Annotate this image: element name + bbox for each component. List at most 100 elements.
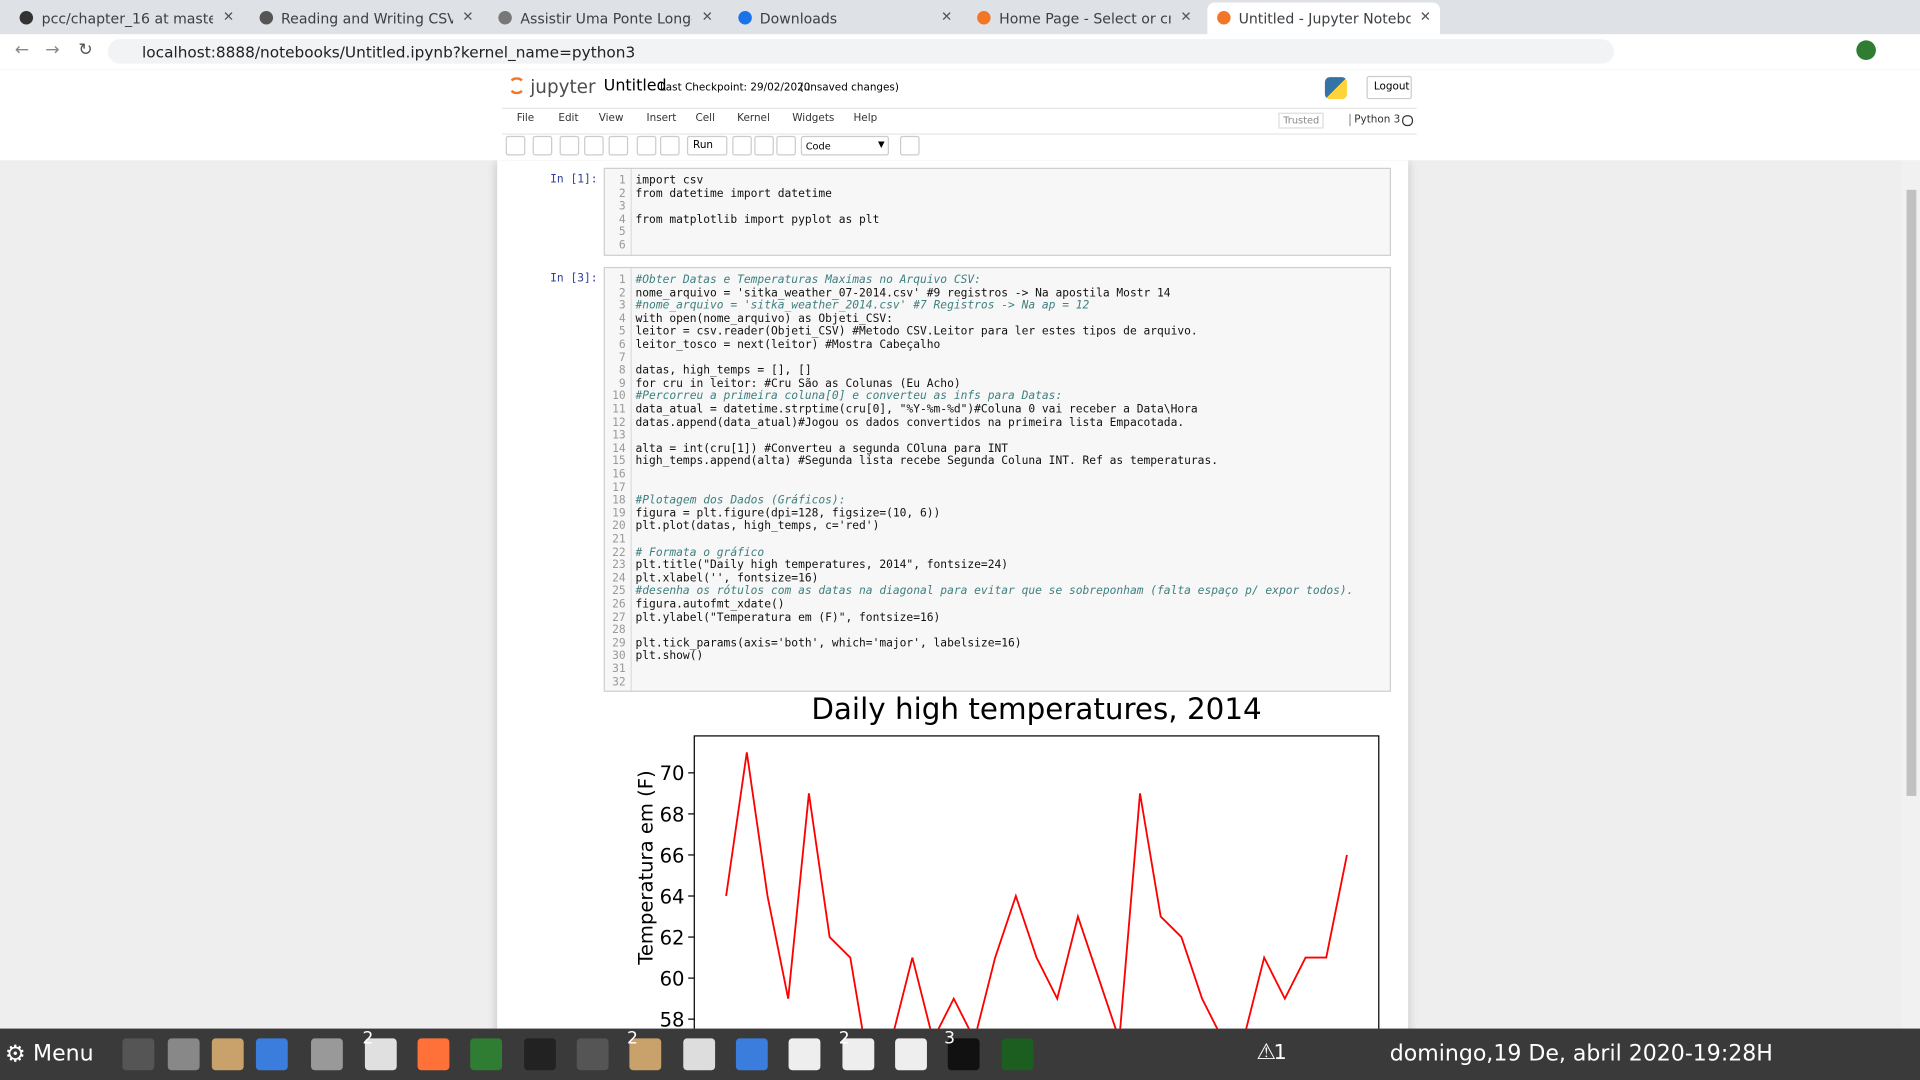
logout-label: Logout [1373, 80, 1410, 94]
taskbar-app[interactable] [842, 1038, 875, 1071]
code-cell[interactable]: 1 2 3 4 5 6 import csv from datetime import dat… [603, 167, 1392, 256]
line-number: 3 [618, 299, 626, 313]
code-line: alta = int(cru[1]) #Converteu a segunda … [635, 441, 1009, 456]
code-line: from matplotlib import pyplot as plt [635, 212, 880, 227]
tab-favicon [1216, 11, 1231, 25]
browser-tab[interactable]: Assistir Uma Ponte Longe De ✕ [489, 2, 722, 34]
taskbar-app[interactable] [947, 1038, 980, 1071]
menu-item[interactable]: Cell [695, 112, 715, 125]
browser-tab[interactable]: Reading and Writing CSV File ✕ [249, 2, 482, 34]
code-line: plt.tick_params(axis='both', which='majo… [635, 636, 1022, 650]
line-number: 25 [612, 584, 626, 599]
toolbar-button[interactable] [608, 135, 629, 156]
menu-item[interactable]: Edit [558, 112, 579, 125]
notebook-name[interactable]: Untitled [603, 77, 667, 96]
tab-close[interactable]: ✕ [1419, 8, 1432, 25]
taskbar-app[interactable] [629, 1038, 662, 1071]
code-line: plt.xlabel('', fontsize=16) [635, 571, 819, 586]
tab-favicon [737, 11, 752, 25]
browser-tab[interactable]: Home Page - Select or create ✕ [967, 2, 1200, 34]
logout-button[interactable]: Logout [1366, 75, 1412, 100]
notification-icon: ⚠ [1256, 1039, 1277, 1066]
menu-bar [502, 107, 1417, 135]
forward-button[interactable]: → [45, 40, 60, 61]
line-number: 28 [612, 623, 626, 637]
scrollbar[interactable] [1901, 160, 1920, 1029]
tab-close[interactable]: ✕ [222, 8, 235, 25]
cell-type-select[interactable]: Code ▼ [800, 135, 889, 156]
taskbar-app[interactable] [524, 1038, 556, 1071]
toolbar-button[interactable] [754, 135, 774, 156]
taskbar-app[interactable] [576, 1038, 609, 1071]
tab-title: pcc/chapter_16 at master · e [41, 9, 213, 27]
menu-item[interactable]: File [516, 112, 535, 125]
profile-icon[interactable] [1856, 40, 1876, 61]
toolbar-button[interactable] [559, 135, 580, 156]
back-button[interactable]: ← [14, 40, 30, 61]
line-number: 21 [612, 532, 626, 547]
taskbar-app[interactable] [470, 1038, 503, 1071]
toolbar-button[interactable] [636, 135, 657, 156]
gutter [605, 168, 632, 255]
menu-item[interactable]: Insert [646, 112, 677, 125]
tab-close[interactable]: ✕ [1180, 8, 1192, 25]
url-field[interactable] [107, 39, 1614, 64]
toolbar-button[interactable] [732, 135, 752, 156]
taskbar-app[interactable] [311, 1038, 343, 1071]
y-tick-label: 66 [660, 844, 685, 867]
toolbar-button[interactable] [505, 135, 526, 156]
line-number: 6 [618, 238, 626, 253]
taskbar-app[interactable] [895, 1038, 927, 1071]
code-cell[interactable]: 1 2 3 4 5 6 7 8 9 10 11 12 13 14 15 16 17 18 19 20 21 22 23 24 2… [603, 266, 1392, 692]
toolbar-button[interactable] [532, 135, 553, 156]
code-line: nome_arquivo = 'sitka_weather_07-2014.cs… [635, 286, 1171, 300]
taskbar-app[interactable] [255, 1038, 288, 1071]
taskbar-app[interactable] [417, 1038, 450, 1071]
tab-close[interactable]: ✕ [462, 8, 474, 25]
code-line: plt.plot(datas, high_temps, c='red') [635, 519, 880, 534]
code-line: data_atual = datetime.strptime(cru[0], "… [635, 402, 1198, 417]
menu-item[interactable]: Widgets [792, 112, 835, 125]
menu-item[interactable]: Kernel [737, 112, 770, 125]
menu-item[interactable]: View [598, 112, 624, 125]
menu-item[interactable]: Help [853, 112, 878, 125]
reload-button[interactable]: ↻ [78, 40, 93, 61]
jupyter-logo[interactable]: jupyter [530, 75, 596, 98]
taskbar-app[interactable] [683, 1038, 716, 1071]
browser-tab[interactable]: Downloads ✕ [728, 2, 961, 34]
code-line: leitor_tosco = next(leitor) #Mostra Cabe… [635, 337, 941, 352]
trusted-indicator[interactable]: Trusted [1278, 112, 1325, 129]
scrollbar-thumb[interactable] [1906, 189, 1917, 796]
taskbar-app[interactable] [1001, 1038, 1034, 1071]
chart-title: Daily high temperatures, 2014 [811, 692, 1261, 726]
taskbar-app[interactable] [167, 1038, 200, 1071]
taskbar-app[interactable] [735, 1038, 768, 1071]
taskbar-app[interactable] [211, 1038, 244, 1071]
taskbar-app[interactable] [364, 1038, 397, 1071]
taskbar-app[interactable] [788, 1038, 821, 1071]
checkpoint: Last Checkpoint: 29/02/2020 [660, 82, 811, 95]
line-number: 4 [618, 311, 626, 326]
line-number: 5 [618, 225, 626, 240]
tab-close[interactable]: ✕ [941, 8, 953, 25]
line-number: 17 [612, 480, 626, 495]
browser-tab[interactable]: Untitled - Jupyter Notebook ✕ [1206, 2, 1440, 35]
code-line: datas.append(data_atual)#Jogou os dados … [635, 415, 1185, 430]
clock[interactable]: domingo,19 De, abril 2020-19:28H [1389, 1040, 1773, 1067]
start-menu[interactable]: Menu [33, 1040, 94, 1067]
browser-tab[interactable]: pcc/chapter_16 at master · e ✕ [10, 2, 243, 34]
code-line: high_temps.append(alta) #Segunda lista r… [635, 454, 1219, 469]
app-badge: 2 [362, 1028, 374, 1049]
toolbar-button[interactable] [776, 135, 796, 156]
run-button[interactable]: Run [686, 135, 728, 156]
plot-frame [693, 735, 1380, 1029]
notification-count[interactable]: 1 [1273, 1040, 1287, 1066]
toolbar-button[interactable] [900, 135, 920, 156]
tab-close[interactable]: ✕ [701, 8, 713, 25]
toolbar-button[interactable] [660, 135, 680, 156]
line-number: 22 [612, 545, 626, 560]
toolbar-button[interactable] [584, 135, 604, 156]
taskbar-app[interactable] [122, 1038, 155, 1071]
tab-title: Assistir Uma Ponte Longe De [520, 9, 692, 27]
app-badge: 2 [626, 1028, 638, 1049]
